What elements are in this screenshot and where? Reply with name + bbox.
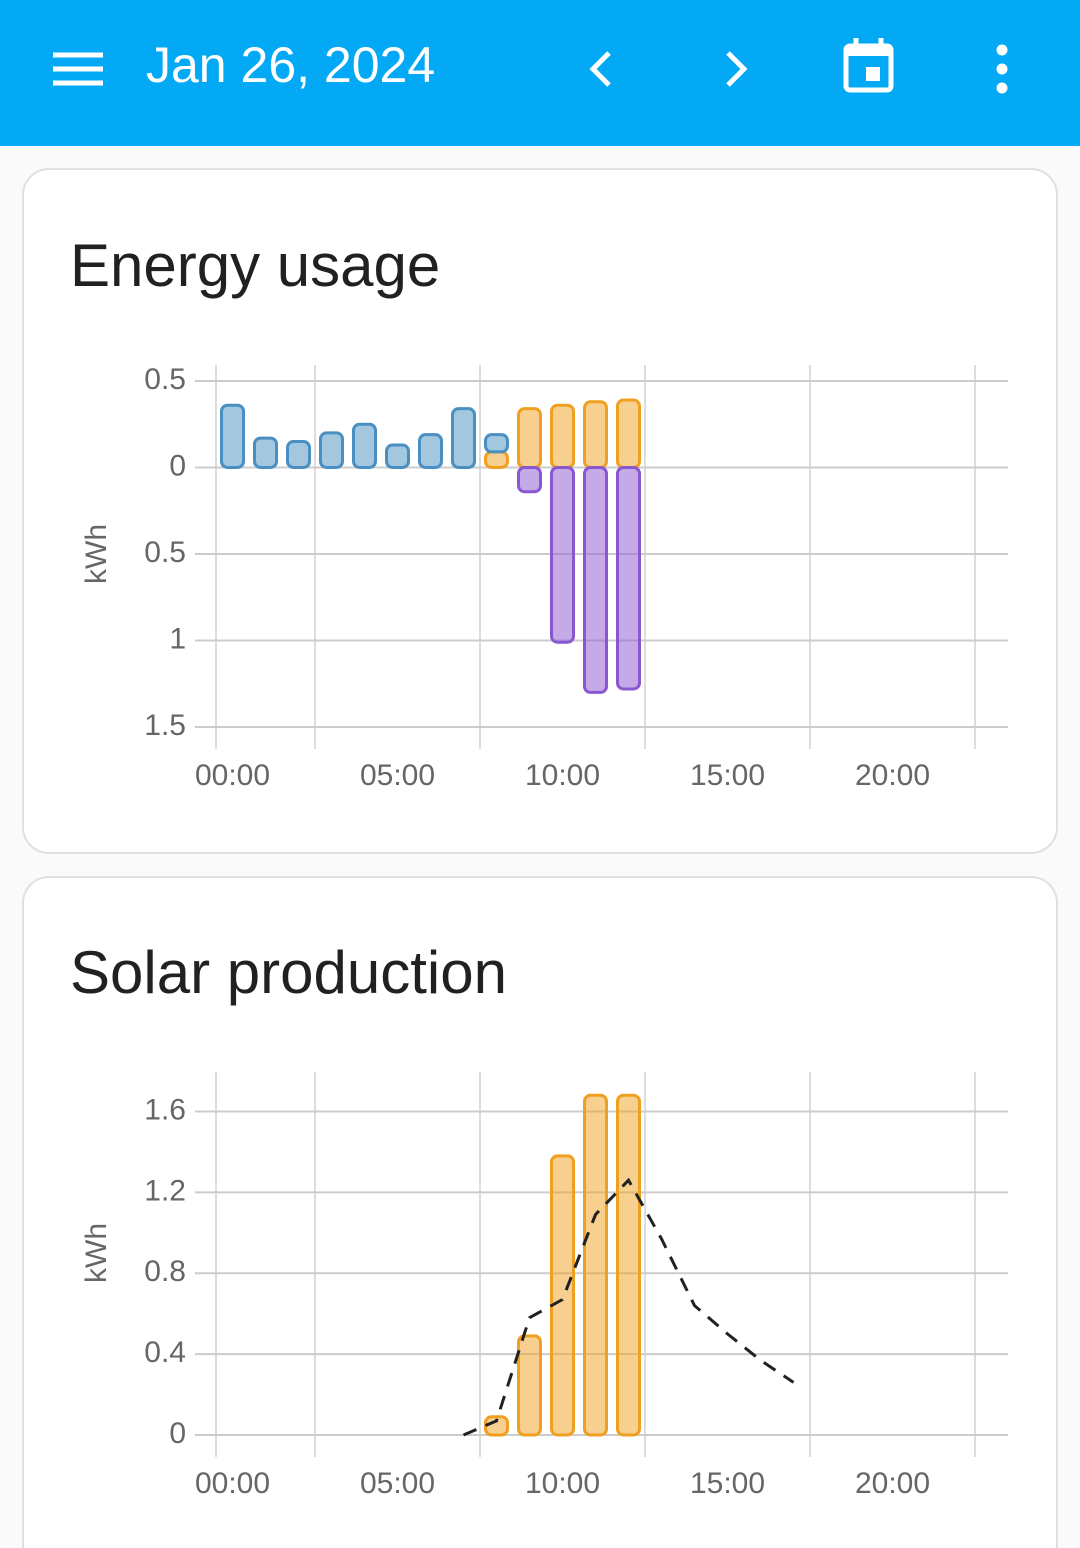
y-tick-label: 1 [169,622,186,655]
bar [583,400,608,470]
x-tick-label: 20:00 [855,1467,930,1500]
bar [385,443,410,470]
y-tick-label: 0 [169,1417,186,1450]
y-tick-label: 1.2 [144,1174,186,1207]
card [22,168,1058,854]
bar [451,407,476,469]
x-tick-label: 00:00 [195,759,270,792]
bar [484,1415,509,1437]
card-title: Solar production [70,939,507,1006]
bar [484,433,509,454]
bar [517,466,542,494]
bar [418,433,443,470]
menu-button[interactable] [53,52,103,86]
y-axis-label: kWh [80,1223,113,1283]
previous-button[interactable] [589,51,611,87]
app-bar [0,0,1080,146]
bar [352,422,377,469]
bar [550,1154,575,1437]
bar [550,403,575,469]
bar [583,466,608,694]
y-tick-label: 1.5 [144,709,186,742]
x-tick-label: 05:00 [360,1467,435,1500]
bar [517,1334,542,1437]
x-tick-label: 20:00 [855,759,930,792]
bar [616,398,641,469]
y-tick-label: 0 [169,449,186,482]
card [22,876,1058,1548]
y-tick-label: 0.4 [144,1336,186,1369]
card-title: Energy usage [70,232,440,299]
x-tick-label: 15:00 [690,759,765,792]
bar [550,466,575,644]
bar [220,403,245,469]
bar [484,450,509,469]
x-tick-label: 15:00 [690,1467,765,1500]
more-button[interactable] [996,44,1008,94]
bar [616,1093,641,1437]
bar [319,431,344,469]
y-axis-label: kWh [80,524,113,584]
x-tick-label: 10:00 [525,759,600,792]
x-tick-label: 00:00 [195,1467,270,1500]
y-tick-label: 0.8 [144,1255,186,1288]
date-title: Jan 26, 2024 [146,37,435,93]
bar [616,466,641,691]
x-tick-label: 05:00 [360,759,435,792]
bar [286,440,311,469]
bar [253,436,278,469]
line [462,1177,795,1437]
y-tick-label: 0.5 [144,536,186,569]
calendar-button[interactable] [843,38,894,93]
y-tick-label: 1.6 [144,1093,186,1126]
bar [583,1093,608,1437]
x-tick-label: 10:00 [525,1467,600,1500]
y-tick-label: 0.5 [144,363,186,396]
bar [517,407,542,469]
next-button[interactable] [726,51,748,87]
